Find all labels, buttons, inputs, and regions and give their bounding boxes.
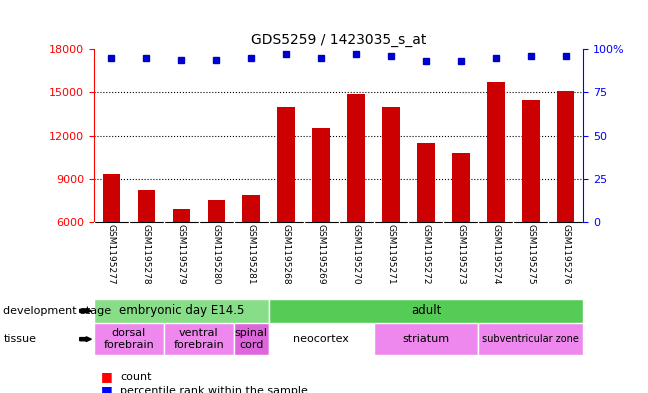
Bar [277,107,295,222]
Bar [522,99,540,222]
Bar [164,323,234,355]
Bar [269,323,373,355]
Text: GSM1195271: GSM1195271 [386,224,395,285]
Bar [234,323,269,355]
Bar [269,299,583,323]
Bar [172,209,190,222]
Text: GSM1195270: GSM1195270 [352,224,360,285]
Text: GSM1195279: GSM1195279 [177,224,186,285]
Text: development stage: development stage [3,306,111,316]
Bar [94,299,269,323]
Text: percentile rank within the sample: percentile rank within the sample [120,386,308,393]
Bar [207,200,225,222]
Text: GSM1195269: GSM1195269 [317,224,325,285]
Bar [487,82,505,222]
Text: ■: ■ [100,370,112,384]
Text: GSM1195280: GSM1195280 [212,224,221,285]
Bar [373,323,478,355]
Bar [417,143,435,222]
Text: subventricular zone: subventricular zone [482,334,579,344]
Bar [382,107,400,222]
Bar [478,323,583,355]
Text: striatum: striatum [402,334,450,344]
Text: GSM1195281: GSM1195281 [247,224,256,285]
Bar [452,153,470,222]
Bar [347,94,365,222]
Text: count: count [120,372,152,382]
Title: GDS5259 / 1423035_s_at: GDS5259 / 1423035_s_at [251,33,426,47]
Text: spinal
cord: spinal cord [235,329,268,350]
Text: adult: adult [411,304,441,318]
Bar [137,190,155,222]
Text: GSM1195274: GSM1195274 [491,224,500,285]
Text: GSM1195268: GSM1195268 [282,224,291,285]
Text: dorsal
forebrain: dorsal forebrain [104,329,154,350]
Text: GSM1195273: GSM1195273 [456,224,465,285]
Text: GSM1195275: GSM1195275 [526,224,535,285]
Text: GSM1195278: GSM1195278 [142,224,151,285]
Text: ventral
forebrain: ventral forebrain [174,329,224,350]
Text: GSM1195276: GSM1195276 [561,224,570,285]
Text: GSM1195277: GSM1195277 [107,224,116,285]
Bar [312,129,330,222]
Bar [557,91,575,222]
Bar [94,323,164,355]
Bar [102,174,120,222]
Text: ■: ■ [100,384,112,393]
Text: embryonic day E14.5: embryonic day E14.5 [119,304,244,318]
Text: tissue: tissue [3,334,36,344]
Bar [242,195,260,222]
Text: GSM1195272: GSM1195272 [421,224,430,285]
Text: neocortex: neocortex [293,334,349,344]
